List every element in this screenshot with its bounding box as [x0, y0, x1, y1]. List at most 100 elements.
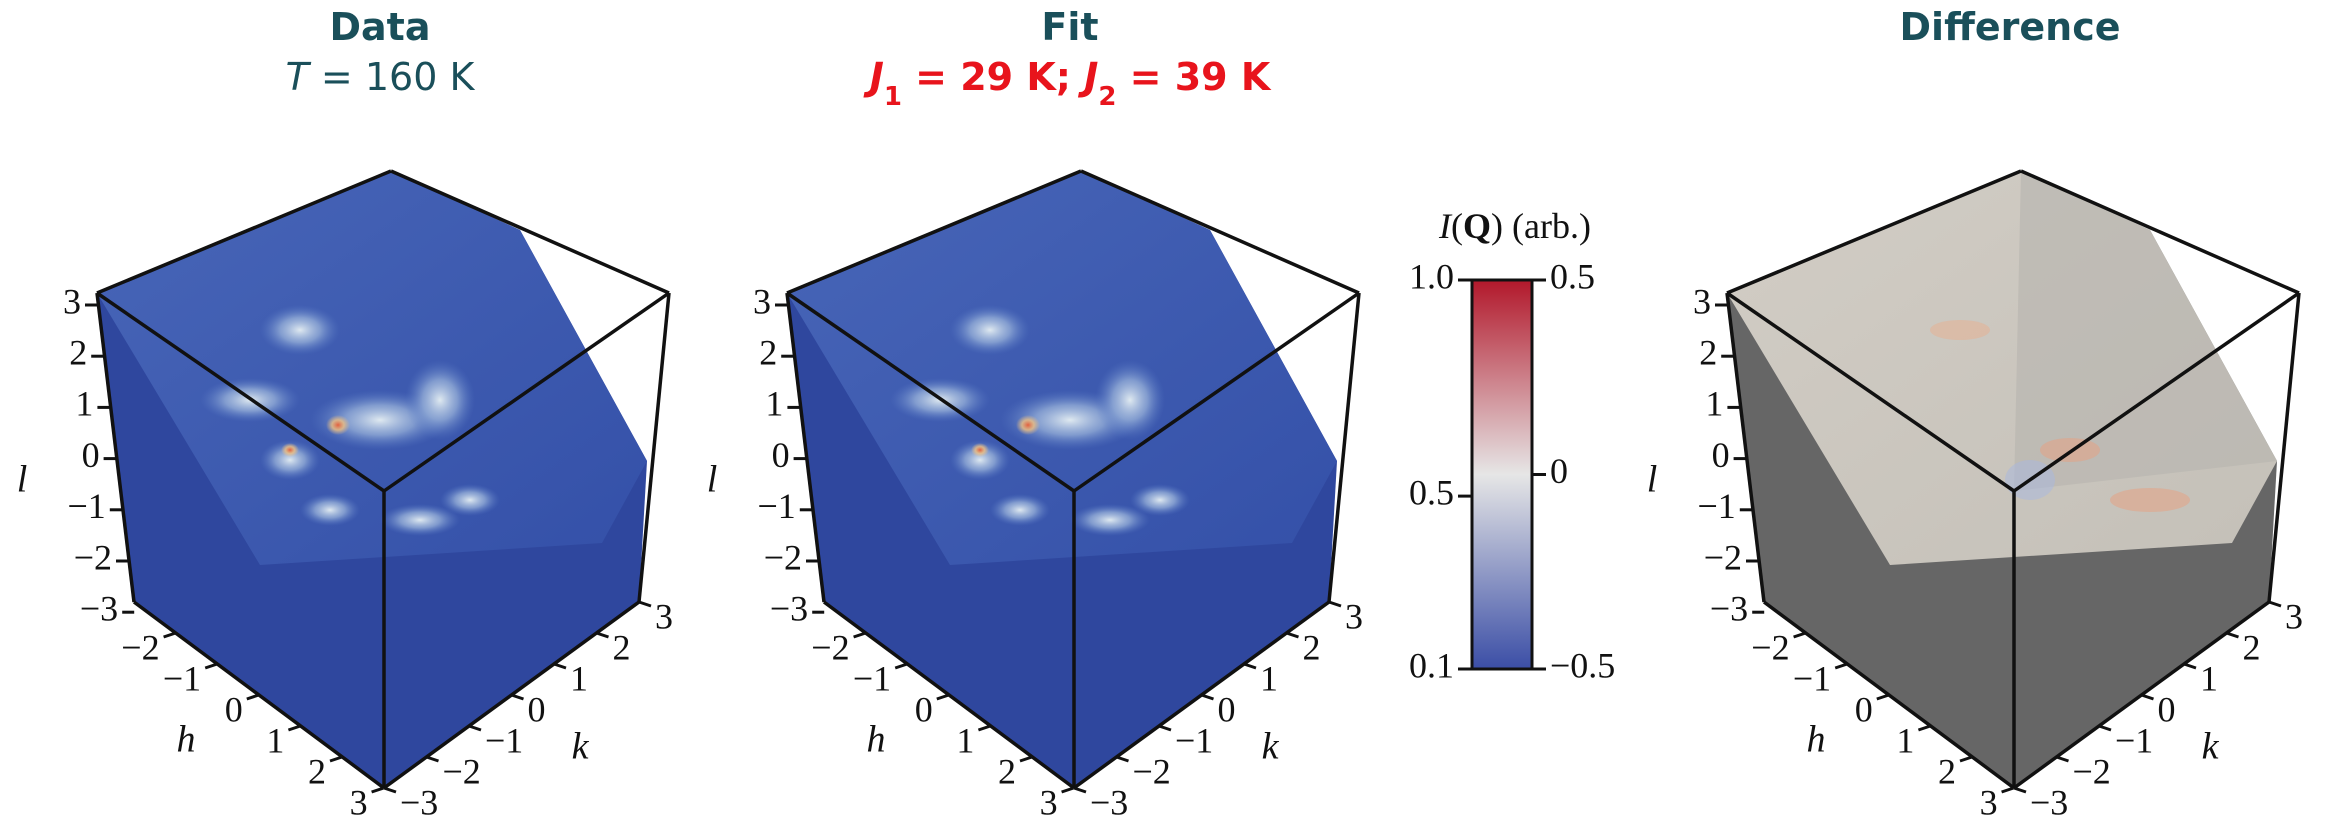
x-tick-label: 0 [1855, 689, 1873, 729]
x-tick-label: 1 [1896, 720, 1914, 760]
z-tick-label: 2 [1699, 332, 1717, 372]
intensity-feature [950, 305, 1030, 355]
y-axis-label: k [2202, 726, 2220, 768]
cut-plane-shade [2014, 171, 2277, 491]
z-tick-label: 0 [772, 435, 790, 475]
z-tick-label: 0 [1712, 435, 1730, 475]
tick-mark [2013, 786, 2027, 794]
intensity-feature [950, 440, 1010, 480]
cube-edge [1726, 169, 2022, 295]
colorbar-tick-label: −0.5 [1550, 645, 1615, 685]
cube-edge [1725, 292, 1766, 603]
y-tick-label: 3 [655, 596, 673, 636]
tick-mark [1876, 693, 1890, 701]
x-tick-label: −2 [1751, 627, 1789, 667]
colorbar-tick-label: 1.0 [1409, 256, 1454, 296]
cube-edge [1327, 292, 1361, 603]
tick-mark [1286, 631, 1299, 639]
x-tick-label: 2 [308, 751, 326, 791]
z-tick-label: 2 [759, 332, 777, 372]
text-part: Q [1463, 206, 1491, 246]
panel-subtitle: J1 = 29 K; J2 = 39 K [863, 55, 1272, 112]
colorbar-tick-label: 0.1 [1409, 645, 1454, 685]
y-tick-label: −2 [443, 751, 481, 791]
cube-edge [96, 169, 392, 295]
y-tick-label: 1 [1260, 658, 1278, 698]
tick-mark [1834, 662, 1848, 670]
x-tick-label: −1 [163, 658, 201, 698]
tick-mark [638, 600, 652, 608]
cube-edge [786, 291, 1075, 493]
tick-mark [1073, 786, 1087, 794]
intensity-peak [326, 415, 350, 435]
cube-edge [786, 169, 1082, 295]
colorbar-tick-label: 0 [1550, 451, 1568, 491]
z-axis-label: l [707, 459, 718, 501]
text-part: 1 [884, 82, 902, 112]
z-tick-label: −3 [80, 588, 118, 628]
z-tick-label: −2 [764, 537, 802, 577]
cube-edge [1073, 291, 1360, 493]
y-tick-label: 3 [1345, 596, 1363, 636]
text-part: = 160 K [309, 55, 476, 99]
tick-mark [2183, 662, 2197, 670]
y-axis-label: k [1262, 726, 1280, 768]
tick-mark [426, 755, 439, 763]
tick-mark [204, 662, 218, 670]
text-part: I [1438, 206, 1453, 246]
x-tick-label: 2 [998, 751, 1016, 791]
z-tick-label: −1 [757, 486, 795, 526]
tick-mark [1201, 693, 1214, 701]
x-tick-label: −2 [811, 627, 849, 667]
y-axis-label: k [572, 726, 590, 768]
tick-mark [1158, 724, 1172, 732]
tick-mark [287, 724, 301, 732]
colorbar-tick-label: 0.5 [1550, 256, 1595, 296]
tick-mark [1917, 724, 1931, 732]
residual-feature [1930, 320, 1990, 340]
z-tick-label: −2 [74, 537, 112, 577]
intensity-feature [1095, 360, 1165, 440]
text-part: ( [1451, 206, 1463, 246]
z-tick-label: 1 [765, 384, 783, 424]
tick-mark [1243, 662, 1257, 670]
x-tick-label: −1 [1793, 658, 1831, 698]
panel-subtitle: T = 160 K [286, 55, 476, 99]
z-tick-label: 3 [1693, 281, 1711, 321]
x-axis-label: h [867, 719, 886, 761]
y-tick-label: −1 [1175, 720, 1213, 760]
y-tick-label: 2 [1303, 627, 1321, 667]
panel-title: Difference [1900, 5, 2121, 49]
panel-title: Data [330, 5, 431, 49]
tick-mark [468, 724, 482, 732]
text-part: = 39 K [1116, 55, 1271, 99]
tick-mark [1328, 600, 1342, 608]
colorbar [1470, 278, 1534, 671]
colorbar-label: I(Q) (arb.) [1438, 206, 1591, 246]
cube-edge [383, 291, 670, 493]
tick-mark [596, 631, 609, 639]
colorbar-tick-label: 0.5 [1409, 472, 1454, 512]
x-tick-label: 3 [350, 782, 368, 822]
x-tick-label: −1 [853, 658, 891, 698]
tick-mark [246, 693, 260, 701]
tick-mark [853, 631, 867, 639]
z-tick-label: −3 [770, 588, 808, 628]
z-tick-label: 3 [63, 281, 81, 321]
cube-edge [2267, 292, 2301, 603]
tick-mark [371, 786, 385, 794]
y-tick-label: −3 [1090, 782, 1128, 822]
y-tick-label: −1 [2115, 720, 2153, 760]
tick-mark [383, 786, 397, 794]
cube-edge [95, 292, 136, 603]
tick-mark [511, 693, 524, 701]
y-tick-label: 0 [1218, 689, 1236, 729]
text-part: ) (arb.) [1491, 206, 1591, 246]
residual-feature [2110, 488, 2190, 512]
intensity-feature [990, 494, 1050, 526]
x-axis-label: h [177, 719, 196, 761]
y-tick-label: 0 [2158, 689, 2176, 729]
y-tick-label: −2 [2073, 751, 2111, 791]
intensity-feature [1070, 504, 1150, 536]
z-axis-label: l [1647, 459, 1658, 501]
